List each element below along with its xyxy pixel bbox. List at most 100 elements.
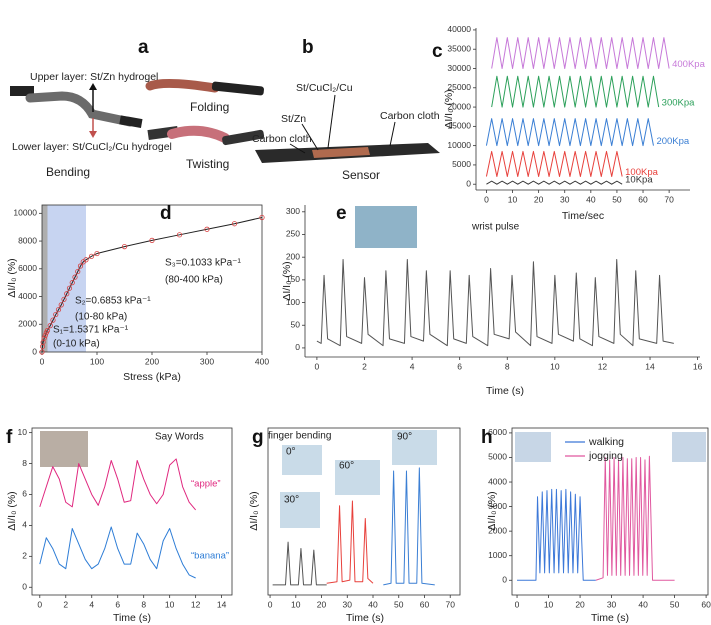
x-tick-label: 10 (508, 194, 518, 204)
panel-label: a (138, 37, 149, 58)
x-tick-label: 70 (445, 599, 455, 609)
inset-photo (282, 445, 322, 475)
caption: Sensor (342, 168, 380, 182)
y-tick-label: 15000 (447, 121, 471, 131)
x-axis-label: Time (s) (113, 612, 151, 624)
arrow-head (89, 131, 97, 138)
y-tick-label: 2 (22, 551, 27, 561)
y-tick-label: 3000 (488, 501, 507, 511)
label: Carbon cloth (252, 133, 312, 145)
x-tick-label: 10 (291, 599, 301, 609)
data-marker (149, 237, 155, 243)
y-tick-label: 10 (18, 427, 28, 437)
annotation: 60° (339, 461, 354, 472)
y-tick-label: 8000 (18, 235, 37, 245)
x-tick-label: 6 (115, 599, 120, 609)
series-label: 200Kpa (656, 136, 689, 147)
x-tick-label: 10 (550, 361, 560, 371)
y-tick-label: 5000 (488, 452, 507, 462)
x-tick-label: 0 (268, 599, 273, 609)
x-tick-label: 70 (664, 194, 674, 204)
inset-photo (40, 431, 88, 467)
shaded-region (47, 205, 86, 352)
data-marker (42, 332, 48, 338)
data-marker (47, 323, 53, 329)
panel-label: g (252, 427, 264, 448)
annotation: wrist pulse (471, 222, 520, 233)
caption: Twisting (186, 157, 229, 171)
x-tick-label: 40 (638, 599, 648, 609)
data-marker (44, 327, 51, 334)
annotation: S₂=0.6853 kPa⁻¹ (75, 296, 151, 307)
series-line (316, 258, 674, 347)
x-tick-label: 50 (394, 599, 404, 609)
data-marker (41, 335, 47, 341)
x-tick-label: 100 (90, 356, 104, 366)
data-marker (55, 307, 62, 313)
plot-frame (31, 427, 233, 596)
caption: Folding (190, 100, 229, 114)
data-marker (39, 349, 45, 355)
label: Lower layer: St/CuCl₂/Cu hydrogel (12, 141, 172, 153)
y-tick-label: 5000 (452, 159, 471, 169)
annotation: Say Words (155, 432, 204, 443)
series-line (595, 455, 675, 581)
y-tick-label: 10000 (13, 208, 37, 218)
series-label: 10Kpa (625, 175, 653, 186)
x-tick-label: 12 (191, 599, 201, 609)
x-tick-label: 4 (410, 361, 415, 371)
y-axis-label: ΔI/I₀ (%) (486, 491, 498, 530)
y-axis-label: ΔI/I₀ (%) (443, 89, 455, 128)
x-axis-label: Stress (kPa) (123, 371, 181, 383)
y-tick-label: 250 (286, 229, 300, 239)
legend-label: walking (588, 436, 624, 448)
x-tick-label: 60 (420, 599, 430, 609)
data-marker (58, 302, 64, 308)
series-line (39, 458, 197, 511)
series-label: 300Kpa (662, 98, 695, 109)
label: Carbon cloth (380, 110, 440, 122)
x-tick-label: 14 (645, 361, 655, 371)
x-tick-label: 8 (505, 361, 510, 371)
x-tick-label: 200 (145, 356, 159, 366)
panel-label: e (336, 203, 347, 224)
photo-bending (10, 86, 143, 129)
data-marker (64, 291, 70, 297)
x-tick-label: 300 (200, 356, 214, 366)
data-marker (50, 317, 56, 323)
x-tick-label: 8 (141, 599, 146, 609)
data-marker (121, 244, 128, 250)
label: St/Zn (281, 113, 306, 125)
y-tick-label: 4000 (488, 476, 507, 486)
series-line (517, 488, 596, 581)
data-marker (53, 311, 59, 318)
panel-label: h (481, 427, 493, 448)
annotation: (10-80 kPa) (75, 312, 127, 323)
series-line (485, 118, 654, 147)
panel-label: b (302, 37, 314, 58)
data-marker (94, 250, 100, 257)
annotation: (0-10 kPa) (53, 339, 100, 350)
data-marker (83, 257, 89, 263)
annotation: finger bending (268, 431, 331, 442)
series-line (491, 37, 670, 69)
y-tick-label: 300 (286, 206, 300, 216)
x-axis-label: Time/sec (562, 210, 604, 222)
x-tick-label: 60 (638, 194, 648, 204)
x-tick-label: 30 (343, 599, 353, 609)
y-tick-label: 6000 (488, 427, 507, 437)
y-tick-label: 100 (286, 297, 300, 307)
x-tick-label: 16 (693, 361, 703, 371)
series-label: “apple” (191, 479, 221, 490)
plot-frame (511, 427, 709, 596)
y-tick-label: 40000 (447, 24, 471, 34)
panel-label: f (6, 427, 13, 448)
label: Upper layer: St/Zn hydrogel (30, 71, 158, 83)
y-axis-label: ΔI/I₀ (%) (6, 258, 18, 297)
x-axis-label: Time (s) (486, 385, 524, 397)
x-tick-label: 20 (575, 599, 585, 609)
y-tick-label: 150 (286, 274, 300, 284)
series-line (491, 75, 660, 108)
inset-photo (392, 430, 437, 465)
y-tick-label: 2000 (18, 319, 37, 329)
